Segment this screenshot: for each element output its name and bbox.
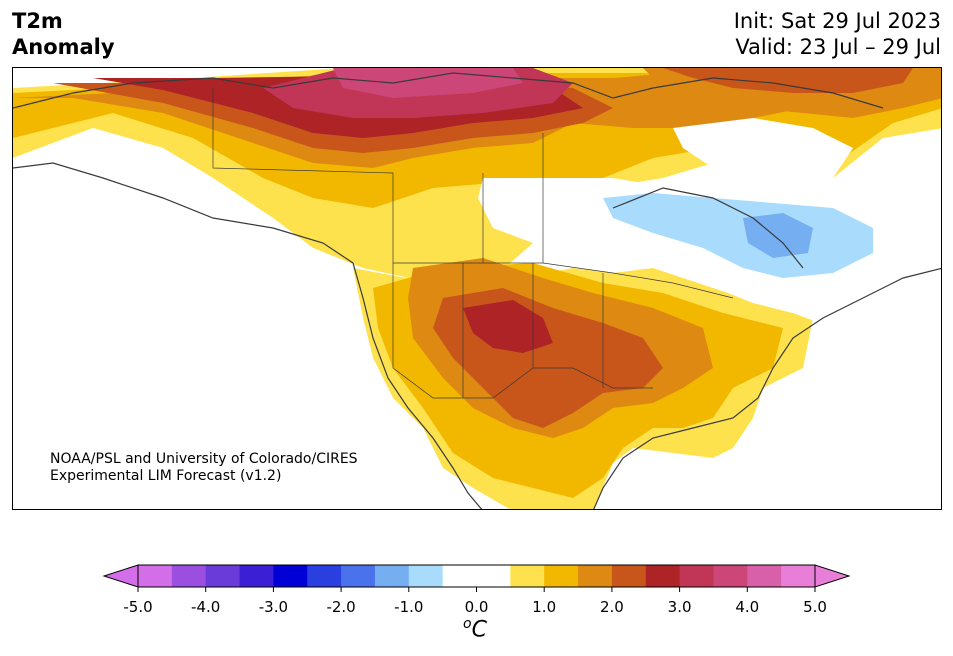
colorbar-tick-label: 2.0 [599, 598, 624, 616]
colorbar-tick-label: -5.0 [123, 598, 153, 616]
colorbar-tick-label: 5.0 [803, 598, 827, 616]
map-panel: NOAA/PSL and University of Colorado/CIRE… [12, 67, 942, 510]
colorbar-tick-label: 1.0 [532, 598, 557, 616]
colorbar-tick-label: 4.0 [735, 598, 760, 616]
colorbar-swatch [713, 565, 748, 587]
colorbar-swatch [408, 565, 444, 587]
colorbar-tick-label: -4.0 [191, 598, 221, 616]
credit-line-1: NOAA/PSL and University of Colorado/CIRE… [50, 451, 358, 467]
colorbar-swatch [747, 565, 782, 587]
colorbar-swatch [442, 565, 477, 587]
colorbar-swatch [476, 565, 511, 587]
colorbar-swatch [781, 565, 816, 587]
anomaly-region-westcoast [13, 128, 483, 509]
colorbar-swatch [205, 565, 241, 587]
colorbar-tick-label: 3.0 [667, 598, 692, 616]
colorbar-tick-label: -2.0 [326, 598, 356, 616]
colorbar-swatch [171, 565, 207, 587]
valid-date: Valid: 23 Jul – 29 Jul [735, 35, 941, 59]
colorbar-swatch [510, 565, 545, 587]
political-borders [212, 88, 734, 399]
colorbar-swatch [307, 565, 342, 587]
colorbar-swatch [645, 565, 681, 587]
coastlines [13, 72, 941, 509]
colorbar-swatch [239, 565, 274, 587]
anomaly-region-neutral-north [673, 118, 853, 183]
colorbar-swatch [679, 565, 714, 587]
colorbar-swatch [138, 565, 173, 587]
colorbar-extend-low [102, 564, 139, 588]
anomaly-region-red-south [463, 300, 553, 353]
colorbar-units: oC [463, 616, 487, 642]
colorbar-extend-high [814, 564, 851, 588]
credit-text: NOAA/PSL and University of Colorado/CIRE… [50, 451, 358, 485]
colorbar-swatch [544, 565, 579, 587]
title-line-anomaly: Anomaly [12, 35, 115, 59]
init-date: Init: Sat 29 Jul 2023 [733, 9, 941, 33]
map-title: T2m Anomaly [12, 8, 115, 60]
anomaly-region-ne-brown [663, 68, 913, 93]
credit-line-2: Experimental LIM Forecast (v1.2) [50, 468, 282, 484]
colorbar-swatch [273, 565, 308, 587]
colorbar-tick-label: -1.0 [394, 598, 424, 616]
units-letter: C [471, 617, 487, 643]
colorbar-swatch [611, 565, 647, 587]
colorbar-tick-label: -3.0 [258, 598, 289, 616]
anomaly-map [13, 68, 941, 509]
colorbar-swatch [374, 565, 410, 587]
anomaly-region-lightblue [603, 193, 873, 278]
forecast-dates: Init: Sat 29 Jul 2023 Valid: 23 Jul – 29… [734, 8, 941, 60]
colorbar-tick-label: 0.0 [464, 598, 489, 616]
units-degree: o [463, 616, 472, 632]
colorbar-swatch [578, 565, 613, 587]
colorbar-swatch [341, 565, 376, 587]
title-line-variable: T2m [12, 9, 63, 33]
anomaly-region-pink [333, 68, 523, 98]
